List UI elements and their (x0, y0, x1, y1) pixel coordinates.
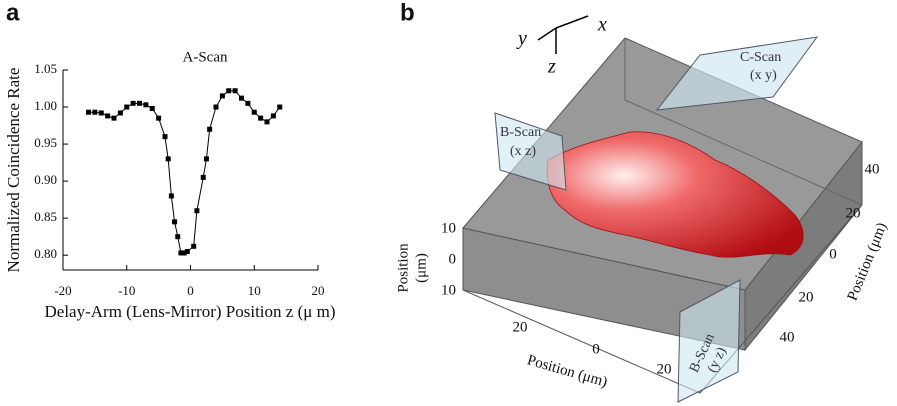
axis-title: Position (μm) (525, 352, 609, 390)
y-axis-title: Normalized Coincidence Rate (4, 68, 23, 273)
data-point (111, 115, 117, 121)
data-point (165, 156, 171, 162)
data-point (213, 104, 219, 110)
y-tick-label: 1.05 (34, 61, 57, 76)
data-point (239, 95, 244, 101)
x-tick-label: -20 (54, 283, 71, 298)
data-point (175, 234, 181, 240)
x-tick-label: 0 (187, 283, 194, 298)
data-point (270, 113, 276, 119)
b-scan-plane (494, 112, 567, 191)
data-point (264, 119, 270, 125)
x-axis-title: Delay-Arm (Lens-Mirror) Position z (μ m) (45, 302, 336, 321)
data-point (98, 110, 104, 116)
data-point (258, 115, 264, 121)
data-point (143, 102, 149, 108)
data-point (200, 174, 206, 180)
tick-label: 0 (449, 251, 457, 267)
panel-b: b x y z C-Scan (x y) B-Scan (x z) B-Scan… (395, 0, 891, 403)
data-point (172, 219, 178, 225)
tick-label: 20 (513, 319, 528, 335)
y-tick-label: 0.95 (34, 135, 57, 150)
y-tick-label: 0.80 (34, 246, 57, 261)
axis-title: (μm) (413, 253, 429, 283)
y-tick-label: 0.90 (34, 172, 57, 187)
data-point (232, 88, 238, 94)
chart-a: A-Scan Delay-Arm (Lens-Mirror) Position z… (4, 49, 336, 320)
data-point (245, 100, 251, 106)
plot-frame (63, 70, 318, 270)
data-point (156, 115, 162, 121)
data-point (251, 109, 257, 115)
data-point (124, 104, 130, 110)
x-tick-label: -10 (118, 283, 135, 298)
b-scan-plane (677, 279, 741, 403)
data-point (219, 93, 225, 99)
data-point (137, 100, 142, 106)
data-point (162, 134, 168, 140)
data-point (178, 250, 184, 256)
box-edge (624, 38, 863, 206)
panel-label: a (6, 0, 20, 26)
data-point (207, 126, 213, 132)
tick-label: 40 (780, 329, 795, 345)
scan-label: (x y) (750, 68, 777, 83)
scan-label: B-Scan (500, 125, 541, 140)
data-point (184, 248, 190, 254)
scan-label: (x z) (510, 144, 536, 159)
axis-name: x (597, 14, 607, 36)
axis-name: y (516, 28, 527, 50)
data-point (203, 156, 209, 162)
tumor-surface (546, 131, 804, 258)
x-tick-label: 10 (248, 283, 261, 298)
data-point (92, 109, 98, 115)
axis-title: Position (395, 243, 411, 293)
axis-name: z (547, 56, 556, 78)
axes-icon (537, 15, 589, 54)
tick-label: 10 (441, 282, 456, 298)
data-point (105, 113, 111, 119)
chart-title: A-Scan (183, 49, 228, 65)
data-point (130, 100, 136, 106)
scan-label: C-Scan (740, 50, 781, 65)
data-point (226, 88, 232, 94)
tick-label: 20 (799, 289, 814, 305)
data-point (149, 106, 155, 112)
x-tick-label: 20 (312, 283, 325, 298)
data-point (277, 104, 283, 110)
tick-label: 10 (441, 220, 456, 236)
tick-label: 0 (829, 246, 837, 262)
panel-label: b (400, 0, 415, 26)
data-point (117, 110, 123, 116)
tick-label: 20 (846, 205, 861, 221)
tick-label: 0 (592, 341, 600, 357)
data-point (181, 250, 187, 256)
data-point (194, 208, 200, 214)
axis-title: Position (μm) (845, 220, 891, 303)
data-point (86, 109, 91, 115)
data-point (168, 193, 174, 199)
data-line (88, 90, 281, 254)
box-edge (462, 204, 863, 394)
y-tick-label: 0.85 (34, 209, 57, 224)
y-tick-label: 1.00 (34, 98, 57, 113)
data-point (191, 243, 197, 249)
c-scan-plane (655, 36, 819, 111)
tick-label: 40 (865, 161, 880, 177)
tick-label: 20 (657, 361, 672, 377)
